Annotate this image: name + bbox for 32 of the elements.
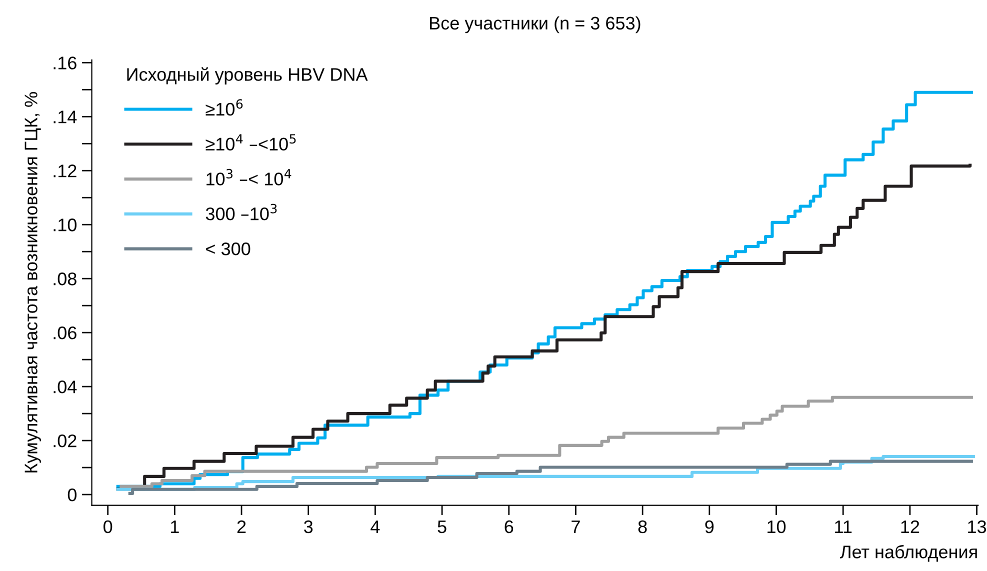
y-tick-label: 0 <box>68 488 76 502</box>
y-tick-label: .02 <box>54 434 76 448</box>
x-tick-label: 13 <box>968 520 986 534</box>
y-tick-label: .14 <box>54 110 77 124</box>
x-tick-label: 11 <box>835 520 852 534</box>
x-tick-label: 9 <box>705 520 714 534</box>
legend-label: 10$^{3}$ –< 10$^{4}$ <box>206 168 292 186</box>
y-tick-label: .06 <box>54 326 76 340</box>
x-tick-label: 5 <box>438 520 446 534</box>
legend-title: Исходный уровень HBV DNA <box>127 67 368 84</box>
x-tick-label: 1 <box>171 520 179 534</box>
legend-label: < 300 <box>206 242 250 256</box>
y-tick-label: .12 <box>54 164 76 178</box>
x-tick-label: 6 <box>504 520 514 534</box>
y-tick-label: .10 <box>54 218 77 232</box>
x-tick-label: 12 <box>901 520 920 534</box>
y-tick-label: .16 <box>54 56 76 70</box>
x-tick-label: 3 <box>304 520 313 534</box>
x-tick-label: 0 <box>104 520 112 534</box>
x-tick-label: 2 <box>237 520 246 534</box>
x-tick-label: 7 <box>572 520 580 534</box>
x-tick-label: 8 <box>638 520 647 534</box>
legend-label: ≥10$^{6}$ <box>206 99 243 116</box>
y-tick-label: .08 <box>54 272 76 286</box>
chart-title: Все участники (n = 3 653) <box>430 16 640 34</box>
legend-label: ≥10$^{4}$ –<10$^{5}$ <box>206 134 296 151</box>
x-tick-label: 10 <box>768 520 786 534</box>
y-axis-title: Кумулятивная частота возникновения ГЦК, % <box>24 92 41 472</box>
legend-label: 300 –10$^{3}$ <box>206 204 277 220</box>
x-tick-label: 4 <box>370 520 380 534</box>
x-axis-title: Лет наблюдения <box>840 544 977 562</box>
y-tick-label: .04 <box>54 380 77 394</box>
